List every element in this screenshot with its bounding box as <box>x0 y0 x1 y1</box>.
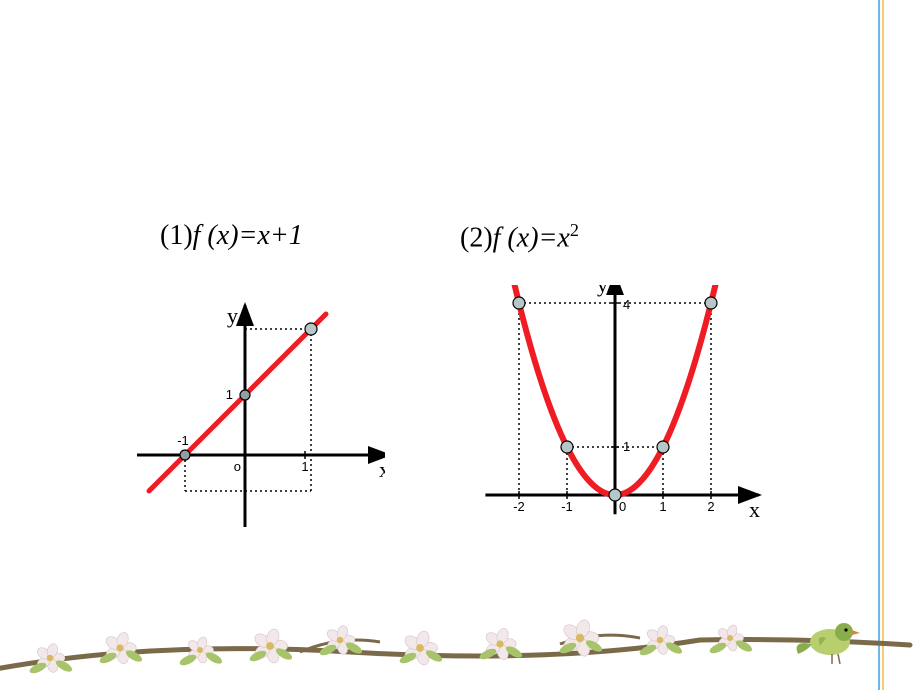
eq2-exp: 2 <box>570 220 579 240</box>
equation-1: (1)f (x)=x+1 <box>160 220 303 252</box>
svg-text:x: x <box>379 457 385 482</box>
chart-linear: -1 1 1 y x o <box>85 285 385 565</box>
svg-text:y: y <box>597 285 608 297</box>
decor-line-blue <box>878 0 880 690</box>
svg-text:-1: -1 <box>561 499 573 514</box>
svg-text:1: 1 <box>659 499 666 514</box>
equation-2: (2)f (x)=x2 <box>460 220 579 254</box>
svg-text:1: 1 <box>301 459 308 474</box>
svg-text:2: 2 <box>707 499 714 514</box>
svg-text:x: x <box>749 497 760 522</box>
eq2-body: f (x)=x <box>493 222 570 253</box>
svg-text:y: y <box>227 303 238 328</box>
slide: (1)f (x)=x+1 (2)f (x)=x2 -111yxo -2-1121… <box>0 0 920 690</box>
chart-parabola: -2 -1 1 2 1 4 y x 0 <box>445 285 785 565</box>
decor-line-gold <box>882 0 884 690</box>
svg-text:0: 0 <box>619 499 626 514</box>
eq2-prefix: (2) <box>460 222 493 253</box>
decorative-branch <box>0 590 920 690</box>
svg-text:4: 4 <box>623 297 630 312</box>
svg-text:o: o <box>234 459 241 474</box>
svg-text:-1: -1 <box>177 433 189 448</box>
svg-text:1: 1 <box>623 439 630 454</box>
svg-text:-2: -2 <box>513 499 525 514</box>
eq1-body: f (x)=x+1 <box>193 220 303 251</box>
eq1-prefix: (1) <box>160 220 193 251</box>
svg-text:1: 1 <box>226 387 233 402</box>
